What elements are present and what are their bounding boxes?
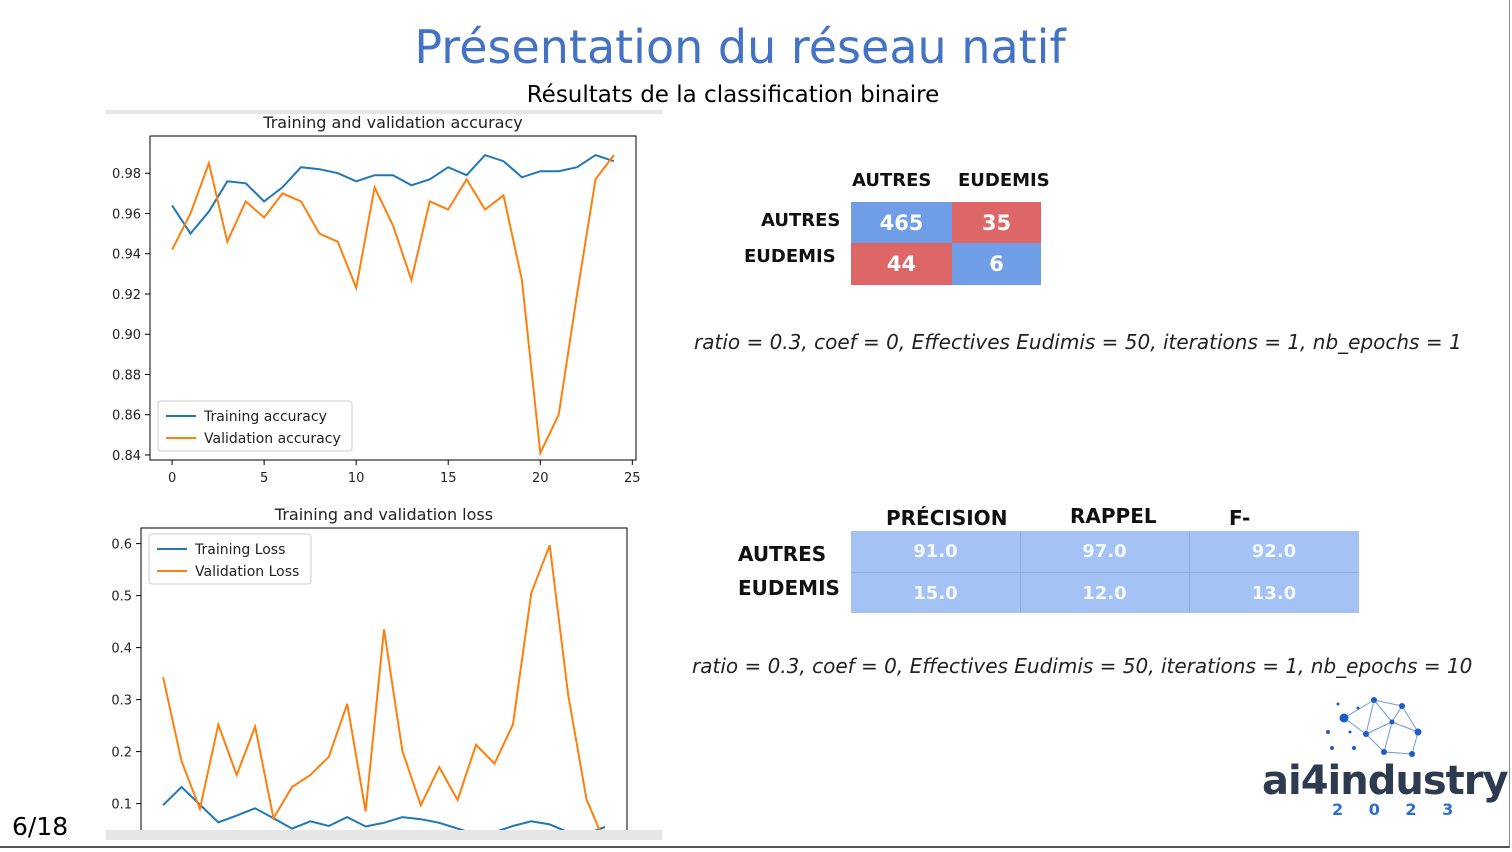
x-tick-label: 20: [532, 471, 549, 486]
metrics-cell: 12.0: [1082, 582, 1127, 604]
cm-col-header: EUDEMIS: [958, 170, 1050, 191]
metrics-cell: 97.0: [1082, 541, 1127, 562]
plot-area: [162, 544, 606, 840]
y-tick-label: 0.92: [112, 288, 141, 303]
y-tick-label: 0.6: [111, 538, 132, 553]
legend: Training accuracy Validation accuracy: [157, 400, 353, 452]
chart-title: Training and validation accuracy: [262, 113, 522, 132]
plot-frame: [140, 527, 628, 840]
metrics-row-header: EUDEMIS: [738, 576, 840, 600]
x-tick-label: 15: [440, 471, 457, 486]
accuracy-chart: Training and validation accuracy 0.84 0.86…: [112, 113, 641, 486]
metrics-divider: [851, 572, 1359, 573]
cm-col-header: AUTRES: [852, 170, 932, 191]
y-tick-label: 0.1: [111, 798, 132, 813]
slide-title: Présentation du réseau natif: [414, 20, 1066, 74]
metrics-cell: 15.0: [913, 582, 958, 604]
ai4industry-logo: ai4industry 2 0 2 3: [1262, 692, 1509, 822]
params-metrics: ratio = 0.3, coef = 0, Effectives Eudimi…: [692, 654, 1473, 678]
params-confusion: ratio = 0.3, coef = 0, Effectives Eudimi…: [694, 330, 1462, 354]
x-tick-label: 5: [260, 471, 268, 486]
slide-subtitle: Résultats de la classification binaire: [526, 82, 940, 108]
legend-label: Training Loss: [194, 542, 285, 558]
y-tick-label: 0.96: [112, 207, 141, 222]
series-line: [162, 785, 606, 836]
y-tick-label: 0.86: [112, 409, 141, 424]
series-line: [171, 153, 615, 236]
plot-frame: [149, 135, 637, 461]
cm-cell: 35: [952, 202, 1041, 243]
series-line: [171, 154, 615, 457]
metrics-col-header: RAPPEL: [1070, 504, 1157, 528]
metrics-cell: 91.0: [913, 541, 958, 562]
metrics-cell: 13.0: [1251, 582, 1297, 604]
legend-label: Validation accuracy: [204, 431, 341, 447]
loss-chart: Training and validation loss 0.1 0.2 0.3 0.4…: [111, 505, 628, 840]
series-line: [162, 544, 605, 840]
y-tick-label: 0.2: [111, 746, 132, 761]
x-tick-label: 25: [624, 471, 641, 486]
y-tick-label: 0.5: [111, 590, 132, 605]
logo-year: 2 0 2 3: [1332, 800, 1464, 819]
cm-cell: 465: [851, 202, 952, 243]
legend-box: [148, 533, 312, 585]
chart-title: Training and validation loss: [274, 505, 493, 524]
y-tick-label: 0.3: [111, 694, 132, 709]
legend-label: Training accuracy: [203, 409, 327, 425]
y-tick-label: 0.90: [112, 328, 141, 343]
page-number: 6/18: [12, 812, 69, 841]
y-tick-label: 0.84: [112, 449, 141, 464]
plot-top-strip: [106, 110, 662, 114]
network-logo-icon: [1326, 697, 1422, 757]
legend-label: Validation Loss: [195, 564, 299, 580]
legend-box: [157, 400, 353, 452]
metrics-row-header: AUTRES: [738, 542, 827, 566]
x-tick-label: 10: [348, 471, 365, 486]
cm-cell: 6: [952, 243, 1041, 285]
cm-row-header: AUTRES: [761, 210, 841, 231]
legend: Training Loss Validation Loss: [148, 533, 312, 585]
plot-bottom-strip: [106, 830, 662, 840]
metrics-cell: 92.0: [1251, 541, 1297, 562]
y-tick-label: 0.94: [112, 248, 141, 263]
y-tick-label: 0.88: [112, 368, 141, 383]
y-tick-label: 0.4: [111, 642, 132, 657]
x-tick-label: 0: [168, 471, 176, 486]
cm-row-header: EUDEMIS: [744, 246, 836, 267]
metrics-col-header: PRÉCISION: [886, 506, 1008, 530]
plot-area: [171, 153, 615, 457]
logo-word: ai4industry: [1262, 758, 1509, 804]
y-tick-label: 0.98: [112, 167, 141, 182]
cm-cell: 44: [851, 243, 952, 285]
